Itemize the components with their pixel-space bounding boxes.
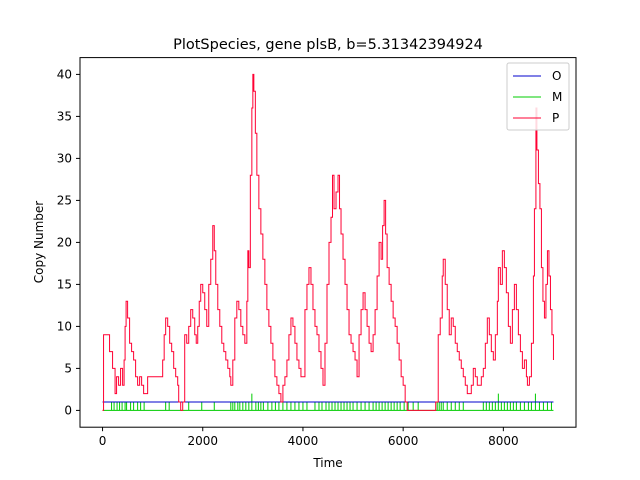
legend-label-M: M	[552, 90, 562, 104]
y-tick-label-5: 25	[57, 193, 72, 207]
y-tick-label-1: 5	[64, 361, 72, 375]
y-tick-label-4: 20	[57, 235, 72, 249]
y-axis-label: Copy Number	[32, 201, 46, 284]
y-tick-label-2: 10	[57, 319, 72, 333]
y-tick-label-0: 0	[64, 403, 72, 417]
x-tick-label-4: 8000	[488, 434, 519, 448]
series-line-P	[102, 73, 554, 411]
legend-label-P: P	[552, 111, 559, 125]
y-tick-label-8: 40	[57, 67, 72, 81]
legend-label-O: O	[552, 69, 561, 83]
y-tick-label-6: 30	[57, 151, 72, 165]
x-tick-label-2: 4000	[288, 434, 319, 448]
y-tick-label-7: 35	[57, 109, 72, 123]
x-tick-label-1: 2000	[187, 434, 218, 448]
chart-title: PlotSpecies, gene plsB, b=5.31342394924	[173, 37, 483, 53]
axis-ticks: 0 2000 4000 6000 8000 0 5 10 15 20 25 30 35 40	[57, 67, 519, 448]
legend: OMP	[506, 62, 570, 131]
plot-frame	[79, 57, 577, 428]
x-tick-label-3: 6000	[388, 434, 419, 448]
plot-lines	[102, 73, 554, 411]
x-axis-label: Time	[312, 456, 342, 470]
y-tick-label-3: 15	[57, 277, 72, 291]
x-tick-label-0: 0	[99, 434, 107, 448]
